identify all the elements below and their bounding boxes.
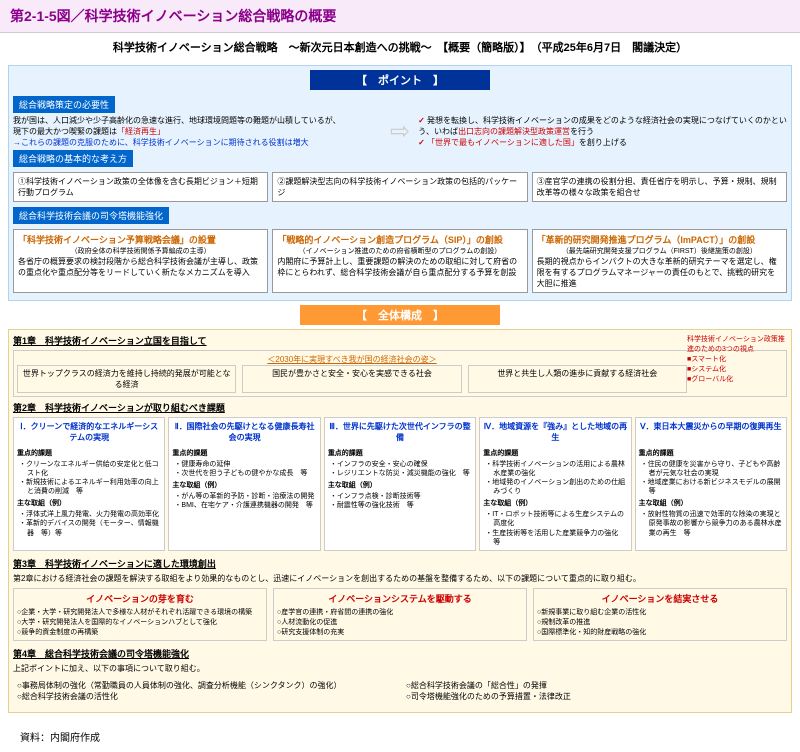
- pillar-3: Ⅲ．世界に先駆けた次世代インフラの整備 重点的課題 インフラの安全・安心の確保レ…: [324, 417, 476, 551]
- side-note: 科学技術イノベーション政策推進のための3つの視点 ■スマート化 ■システム化 ■…: [687, 334, 787, 384]
- content: 【 ポイント 】 総合戦略策定の必要性 我が国は、人口減少や少子高齢化の急速な進…: [0, 61, 800, 721]
- program-2: 「戦略的イノベーション創造プログラム（SIP）」の創設 （イノベーション推進のた…: [272, 229, 527, 293]
- program-1: 「科学技術イノベーション予算戦略会議」の設置 （政府全体の科学技術関係予算編成の…: [13, 229, 268, 293]
- innov-1: イノベーションの芽を育む ○企業・大学・研究開発法人で多様な人材がそれぞれ活躍で…: [13, 588, 267, 641]
- concept-2: ②課題解決型志向の科学技術イノベーション政策の包括的パッケージ: [272, 172, 527, 202]
- vision-2030: ＜2030年に実現すべき我が国の経済社会の姿＞ 世界トップクラスの経済力を維持し…: [13, 350, 787, 397]
- banner-2: 総合戦略の基本的な考え方: [13, 150, 133, 167]
- program-3: 「革新的研究開発推進プログラム（ImPACT）」の創設 （最先端研究開発支援プロ…: [532, 229, 787, 293]
- arrow-icon: ⇨: [390, 117, 410, 146]
- banner-1: 総合戦略策定の必要性: [13, 96, 115, 113]
- overall-header: 【 全体構成 】: [300, 305, 500, 325]
- main-title: 科学技術イノベーション総合戦略 ～新次元日本創造への挑戦～ 【概要（簡略版）】 …: [0, 33, 800, 61]
- innov-2: イノベーションシステムを駆動する ○産学官の連携・府省間の連携の強化○人材流動化…: [273, 588, 527, 641]
- source: 資料：内閣府作成: [0, 721, 800, 752]
- five-pillars: Ⅰ．クリーンで経済的なエネルギーシステムの実現 重点的課題 クリーンなエネルギー…: [13, 417, 787, 551]
- banner-3: 総合科学技術会議の司令塔機能強化: [13, 207, 169, 224]
- innovation-row: イノベーションの芽を育む ○企業・大学・研究開発法人で多様な人材がそれぞれ活躍で…: [13, 588, 787, 641]
- pillar-1: Ⅰ．クリーンで経済的なエネルギーシステムの実現 重点的課題 クリーンなエネルギー…: [13, 417, 165, 551]
- concept-1: ①科学技術イノベーション政策の全体像を含む長期ビジョン＋短期行動プログラム: [13, 172, 268, 202]
- point-left: 我が国は、人口減少や少子高齢化の急速な進行、地球環境問題等の難題が山積しているが…: [13, 115, 382, 148]
- point-header: 【 ポイント 】: [310, 70, 490, 90]
- pillar-4: Ⅳ．地域資源を『強み』とした地域の再生 重点的課題 科学技術イノベーションの活用…: [479, 417, 631, 551]
- point-right: ✓ 発想を転換し、科学技術イノベーションの成果をどのような経済社会の実現につなげ…: [418, 115, 787, 148]
- figure-title: 第2-1-5図／科学技術イノベーション総合戦略の概要: [0, 0, 800, 33]
- pillar-2: Ⅱ．国際社会の先駆けとなる健康長寿社会の実現 重点的課題 健康寿命の延伸次世代を…: [168, 417, 320, 551]
- chapter-1: 科学技術イノベーション政策推進のための3つの視点 ■スマート化 ■システム化 ■…: [8, 329, 792, 713]
- pillar-5: Ⅴ．東日本大震災からの早期の復興再生 重点的課題 住民の健康を災害から守り、子ど…: [635, 417, 787, 551]
- concept-3: ③産官学の連携の役割分担、責任省庁を明示し、予算・規制、規制改革等の様々な政策を…: [532, 172, 787, 202]
- point-section: 【 ポイント 】 総合戦略策定の必要性 我が国は、人口減少や少子高齢化の急速な進…: [8, 65, 792, 301]
- innov-3: イノベーションを結実させる ○新規事業に取り組む企業の活性化○規制改革の推進○国…: [533, 588, 787, 641]
